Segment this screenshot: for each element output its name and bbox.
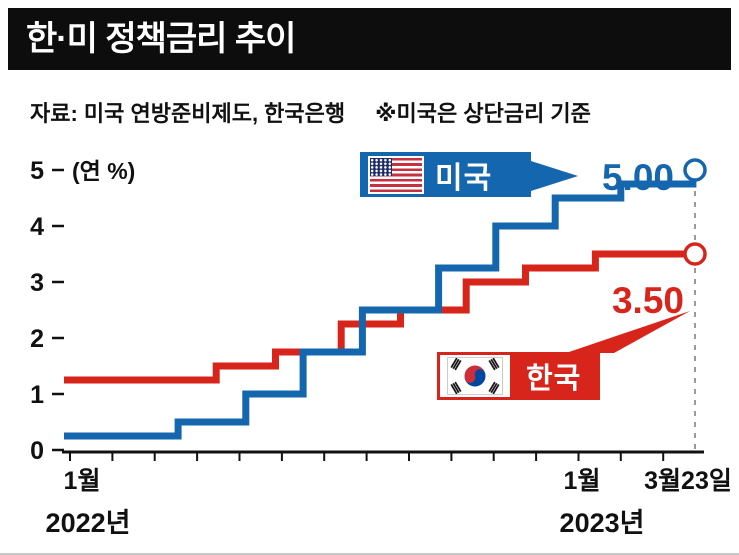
source-note: ※미국은 상단금리 기준	[375, 101, 591, 126]
korea-series-label: 한국	[437, 352, 601, 400]
korea-callout-pointer	[566, 311, 690, 353]
us-flag-canton	[370, 157, 392, 176]
header-bar: 한·미 정책금리 추이	[8, 8, 731, 70]
source-row: 자료: 미국 연방준비제도, 한국은행 ※미국은 상단금리 기준	[30, 96, 591, 128]
korea-end-value: 3.50	[612, 280, 684, 321]
korea-flag-wrap	[440, 355, 510, 397]
x-axis-label: 1월	[64, 467, 101, 495]
us-flag-icon	[370, 157, 422, 192]
korea-series-name-box: 한국	[510, 355, 598, 397]
x-axis-label: 1월	[564, 467, 601, 495]
page-title: 한·미 정책금리 추이	[26, 20, 296, 58]
y-tick-label: 5	[30, 157, 44, 185]
y-tick-label: 4	[30, 213, 44, 241]
us-rate-line	[64, 166, 697, 440]
year-label: 2023년	[560, 508, 645, 538]
korea-flag-icon	[448, 357, 502, 395]
korea-rate-line	[64, 250, 695, 384]
korea-series-name: 한국	[526, 363, 582, 395]
y-axis-unit: (연 %)	[72, 158, 135, 184]
korea-end-marker	[683, 242, 707, 266]
us-series-label: 미국	[360, 152, 531, 197]
us-callout-pointer	[531, 161, 578, 191]
source-text: 자료: 미국 연방준비제도, 한국은행	[30, 101, 346, 126]
us-end-value: 5.00	[602, 157, 674, 198]
us-series-name: 미국	[435, 161, 493, 195]
x-axis-label: 3월23일	[644, 467, 732, 495]
year-label: 2022년	[46, 508, 131, 538]
y-tick-label: 1	[30, 381, 44, 409]
y-tick-label: 3	[30, 269, 44, 297]
y-tick-label: 2	[30, 325, 44, 353]
us-end-marker	[683, 158, 707, 182]
y-tick-label: 0	[30, 437, 44, 465]
